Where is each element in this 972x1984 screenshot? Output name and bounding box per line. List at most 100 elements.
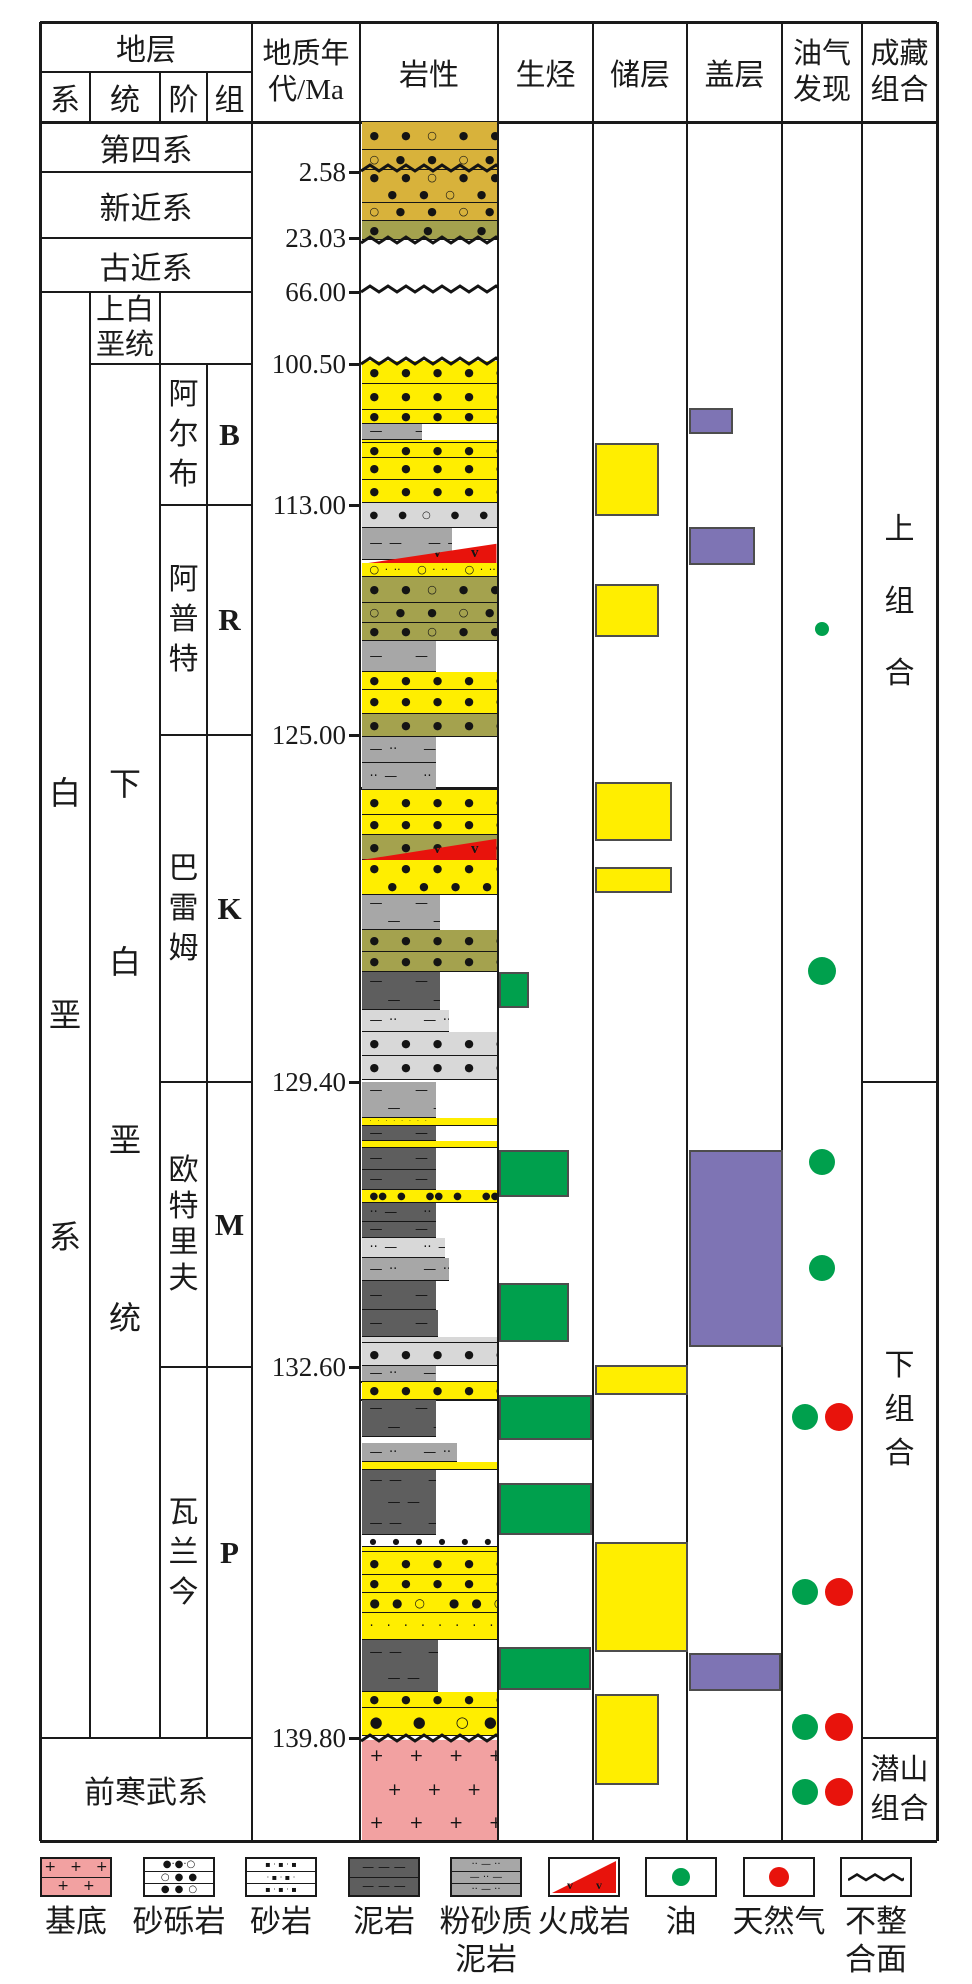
- legend-swatch-igneous: v v: [548, 1857, 620, 1897]
- lithology-layer: ● ● ● ● ● ● ● ●: [361, 672, 497, 690]
- row-lower-cretaceous: 下白垩统: [108, 766, 141, 1336]
- age-label: 100.50: [271, 348, 346, 379]
- legend-swatch-basement: + + + + +: [40, 1857, 112, 1897]
- lithology-layer: ● ● ● ● ● ● ● ●: [361, 815, 497, 835]
- gas-dot: [825, 1578, 853, 1606]
- header-series: 统: [110, 84, 140, 117]
- formation-code: B: [219, 416, 240, 452]
- lithology-layer: — — — — — — — —: [361, 1170, 436, 1190]
- grid-line-h: [160, 1081, 252, 1083]
- grid-line-h: [40, 1839, 937, 1843]
- age-label: 132.60: [271, 1351, 346, 1382]
- stage-name: 瓦兰今: [168, 1495, 199, 1609]
- header-strata: 地层: [116, 34, 176, 67]
- source-rock-bar: [499, 972, 529, 1008]
- row-quaternary: 第四系: [99, 132, 193, 168]
- lithology-layer: + + + + + + + + + + + + + + + + + + + + …: [361, 1740, 497, 1841]
- lithology-layer: [361, 1462, 497, 1470]
- lithology-layer: ● ● ● ● ● ● ● ●: [361, 952, 497, 972]
- assemblage-cell: 潜山 组合: [870, 1753, 929, 1825]
- lithology-layer: ● ● ○ ● ● ○ ● ● ○ ● ● ○ ● ● ○ ● ● ○ ● ● …: [361, 122, 497, 150]
- legend-label: 不整 合面: [845, 1904, 907, 1977]
- legend-label: 粉砂质 泥岩: [439, 1904, 533, 1977]
- grid-line-v: [591, 22, 595, 1841]
- age-tick: [349, 170, 360, 174]
- legend-label: 油: [665, 1904, 697, 1939]
- lithology-layer: ● ● ● ● ● ● ● ●: [361, 1056, 497, 1080]
- assemblage-cell: 上组合: [884, 513, 915, 690]
- grid-line-h: [40, 20, 937, 24]
- row-upper-cretaceous-line2: 垩统: [95, 329, 154, 361]
- unconformity-line: [361, 161, 498, 175]
- legend-swatch-glutenite: ●·●·○ ○ ● ● ● ● ○: [143, 1857, 215, 1897]
- lithology-layer: ●● ● ●● ● ●● ● ●● ● ●● ● ●● ● ●● ● ●● ●: [361, 1190, 497, 1203]
- unconformity-line: [361, 282, 498, 296]
- grid-line-v: [89, 72, 91, 122]
- header-reservoir: 储层: [610, 59, 670, 92]
- row-cretaceous: 白垩系: [48, 775, 81, 1255]
- grid-line-v: [685, 22, 689, 1841]
- age-tick: [349, 362, 360, 366]
- age-tick: [349, 1736, 360, 1740]
- gas-dot: [825, 1403, 853, 1431]
- lithology-layer: ● ● ○ ● ● ○ ● ● ○ ● ● ○ ● ● ○ ● ● ○ ● ● …: [361, 577, 497, 603]
- gas-dot: [825, 1778, 853, 1806]
- lithology-layer: — ·· — ·· — ·· — ·· — ·· — ·· — ·· — ··: [361, 1258, 450, 1281]
- legend-label: 砂岩: [250, 1904, 312, 1939]
- age-label: 129.40: [271, 1066, 346, 1097]
- age-tick: [349, 290, 360, 294]
- lithology-layer: — ·· — ·· — ·· — ·· — ·· — ·· — ·· — ··: [361, 1366, 436, 1382]
- lithology-layer: · · · · · · · ·: [361, 1118, 497, 1126]
- header-discovery-line1: 油气: [792, 38, 851, 70]
- lithology-layer: ● ● ● ● ● ● ● ●: [361, 1032, 497, 1056]
- row-upper-cretaceous-line1: 上白: [95, 294, 154, 326]
- lithology-layer: ● ● ● ● ● ● ● ●: [361, 443, 497, 458]
- lithology-layer: ·· — ·· — ·· — ·· — ·· — ·· — ·· — ·· —: [361, 763, 436, 790]
- grid-line-v: [935, 22, 939, 1841]
- oil-dot: [809, 1255, 835, 1281]
- header-assemblage-line2: 组合: [870, 74, 929, 106]
- grid-line-v: [860, 22, 864, 1841]
- lithology-layer: — — — — — — — —: [361, 1281, 436, 1310]
- grid-line-v: [89, 292, 91, 1738]
- age-tick: [349, 1080, 360, 1084]
- grid-line-h: [862, 1080, 937, 1084]
- lithology-layer: — — — — — — — —: [361, 1148, 436, 1170]
- age-label: 113.00: [272, 489, 346, 520]
- lithology-layer: ● ● ● ● ● ● ● ●: [361, 1537, 497, 1547]
- lithology-layer: [361, 1547, 497, 1552]
- legend-label: 泥岩: [353, 1904, 415, 1939]
- lithology-layer: — — — — — — — — — — — — — — — — — — — — …: [361, 1470, 436, 1535]
- lithology-layer: — ·· — ·· — ·· — ·· — ·· — ·· — ·· — ··: [361, 1010, 450, 1032]
- header-age-line2: 代/Ma: [268, 74, 344, 106]
- lithology-layer: ● ● ○ ● ● ○ ● ● ○ ● ● ○ ● ● ○ ● ● ○ ● ● …: [361, 1593, 497, 1613]
- formation-code: M: [214, 1206, 245, 1242]
- lithology-layer: — — — — — — — —: [361, 641, 436, 672]
- lithology-layer: ● ● ● ● ● ● ● ●: [361, 384, 497, 410]
- age-tick: [349, 733, 360, 737]
- legend-label: 火成岩: [537, 1904, 631, 1939]
- lithology-layer: ● ● ○ ● ● ○ ● ● ○ ● ● ○ ● ● ○ ● ● ○ ● ● …: [361, 503, 497, 528]
- header-age-line1: 地质年: [262, 38, 350, 70]
- grid-line-h: [40, 291, 252, 293]
- legend-swatch-unconformity: [840, 1857, 912, 1897]
- formation-code: P: [220, 1534, 239, 1570]
- lithology-layer: ● ● ● ● ● ● ● ●: [361, 361, 497, 384]
- legend-swatch-silty-mudstone: ·· — ·· — ·· — ·· — ··: [450, 1857, 522, 1897]
- header-discovery-line2: 发现: [792, 74, 851, 106]
- lithology-layer: — — — — — — — — — — — — — — — —: [361, 1082, 436, 1118]
- lithology-layer: ○ · ·· ○ · ·· ○ · ·· ○ · ·· ○ · ·· ○ · ·…: [361, 563, 497, 577]
- grid-line-v: [159, 292, 161, 1738]
- oil-dot: [808, 957, 836, 985]
- header-assemblage-line1: 成藏: [870, 38, 929, 70]
- legend-label: 砂砾岩: [132, 1904, 226, 1939]
- header-age: 地质年 代/Ma: [252, 22, 360, 122]
- source-rock-bar: [499, 1150, 569, 1197]
- lithology-layer: · · · · · · · ·: [361, 1613, 497, 1640]
- source-rock-bar: [499, 1283, 569, 1342]
- oil-dot: [815, 622, 829, 636]
- reservoir-bar: [594, 867, 672, 893]
- lithology-layer: — ·· — ·· — ·· — ·· — ·· — ·· — ·· — ··: [361, 737, 436, 763]
- lithology-layer: ● ● ● ● ● ● ● ●: [361, 1692, 497, 1708]
- age-label: 139.80: [271, 1722, 346, 1753]
